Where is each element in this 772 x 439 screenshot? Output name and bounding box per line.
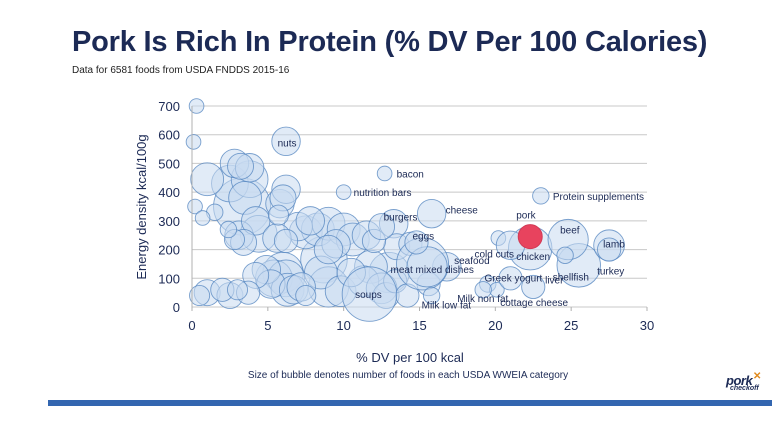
x-tick-label: 5 [264, 318, 271, 333]
x-tick-label: 25 [564, 318, 578, 333]
bubble [227, 152, 254, 180]
bubble [190, 162, 225, 197]
bubble-label: meat mixed dishes [391, 265, 474, 276]
x-tick-label: 0 [188, 318, 195, 333]
bubble [194, 210, 211, 226]
bubble [226, 279, 249, 301]
logo-accent-mark: ✕ [753, 371, 762, 382]
x-tick-label: 30 [640, 318, 654, 333]
slide-title: Pork Is Rich In Protein (% DV Per 100 Ca… [72, 26, 708, 58]
bubble-turkey [597, 237, 622, 262]
bubble [295, 284, 317, 307]
bubble-label: beef [560, 226, 580, 237]
y-tick-label: 0 [173, 300, 180, 315]
bubble [273, 228, 299, 254]
bubble-protein-supplements [532, 187, 550, 205]
y-tick-label: 100 [158, 271, 180, 286]
y-tick-label: 400 [158, 185, 180, 200]
bubble-size-note: Size of bubble denotes number of foods i… [248, 370, 568, 381]
bubble [189, 284, 211, 307]
y-tick-label: 200 [158, 243, 180, 258]
bubble-liver [556, 246, 574, 264]
bubble [295, 206, 325, 236]
y-tick-label: 600 [158, 128, 180, 143]
bubble-label: cold cuts [475, 249, 514, 260]
bubbles [185, 98, 625, 322]
x-tick-label: 10 [336, 318, 350, 333]
bubble [185, 134, 202, 150]
bubble [219, 220, 238, 239]
y-tick-label: 700 [158, 99, 180, 114]
x-tick-label: 20 [488, 318, 502, 333]
bubble-label: burgers [384, 213, 418, 224]
footer-accent-bar [48, 400, 772, 406]
bubble-label: seafood [454, 256, 490, 267]
bubble-soups [341, 266, 398, 322]
bubble-label: soups [355, 290, 382, 301]
bubble-label: cottage cheese [500, 298, 568, 309]
bubble-label: bacon [397, 169, 424, 180]
pork-checkoff-logo: pork ✕ checkoff [726, 371, 766, 395]
bubble-cheese [416, 198, 447, 229]
logo-sub-text: checkoff [730, 385, 759, 392]
bubble-milk-low-fat [422, 286, 441, 305]
bubble-label: Greek yogurt [485, 273, 543, 284]
y-axis-ticks: 0 100 200 300 400 500 600 700 [158, 99, 180, 315]
bubble-nuts [271, 126, 301, 157]
bubble-label: nuts [278, 138, 297, 149]
y-axis-label: Energy density kcal/100g [134, 134, 149, 279]
bubble [313, 234, 344, 265]
bubble-burgers [368, 213, 396, 241]
bubble-bacon [376, 165, 393, 182]
slide-subtitle: Data for 6581 foods from USDA FNDDS 2015… [72, 65, 290, 76]
bubble-label: turkey [597, 267, 624, 278]
bubble-label: lamb [603, 239, 625, 250]
bubble-milk-non-fat [474, 281, 492, 299]
bubble-eggs [404, 230, 429, 255]
bubble [188, 98, 205, 114]
bubble-label: cheese [446, 206, 479, 217]
bubble-label: Milk non fat [457, 294, 508, 305]
bubble-nutrition-bars [335, 184, 352, 200]
y-tick-label: 300 [158, 214, 180, 229]
logo-main-text: pork [726, 373, 753, 388]
bubble-label: chicken [516, 252, 550, 263]
bubble-label: nutrition bars [354, 188, 412, 199]
bubble-label: Protein supplements [553, 192, 644, 203]
x-tick-label: 15 [412, 318, 426, 333]
bubble-label: pork [516, 211, 536, 222]
bubble [267, 204, 289, 226]
x-axis-label: % DV per 100 kcal [356, 350, 464, 365]
bubble [187, 198, 203, 215]
x-axis-ticks: 0 5 10 15 20 25 30 [188, 307, 654, 333]
bubble-label: shellfish [553, 272, 589, 283]
bubble-cottage-cheese [521, 274, 546, 299]
bubble-label: Milk low fat [422, 301, 472, 312]
y-tick-label: 500 [158, 156, 180, 171]
bubble-label: liver [545, 275, 564, 286]
bubble-label: eggs [412, 231, 434, 242]
bubble-labels: nuts bacon nutrition bars Protein supplemen… [278, 138, 644, 311]
bubble-pork-highlight [517, 224, 543, 250]
bubble-greek-yogurt [498, 266, 523, 291]
